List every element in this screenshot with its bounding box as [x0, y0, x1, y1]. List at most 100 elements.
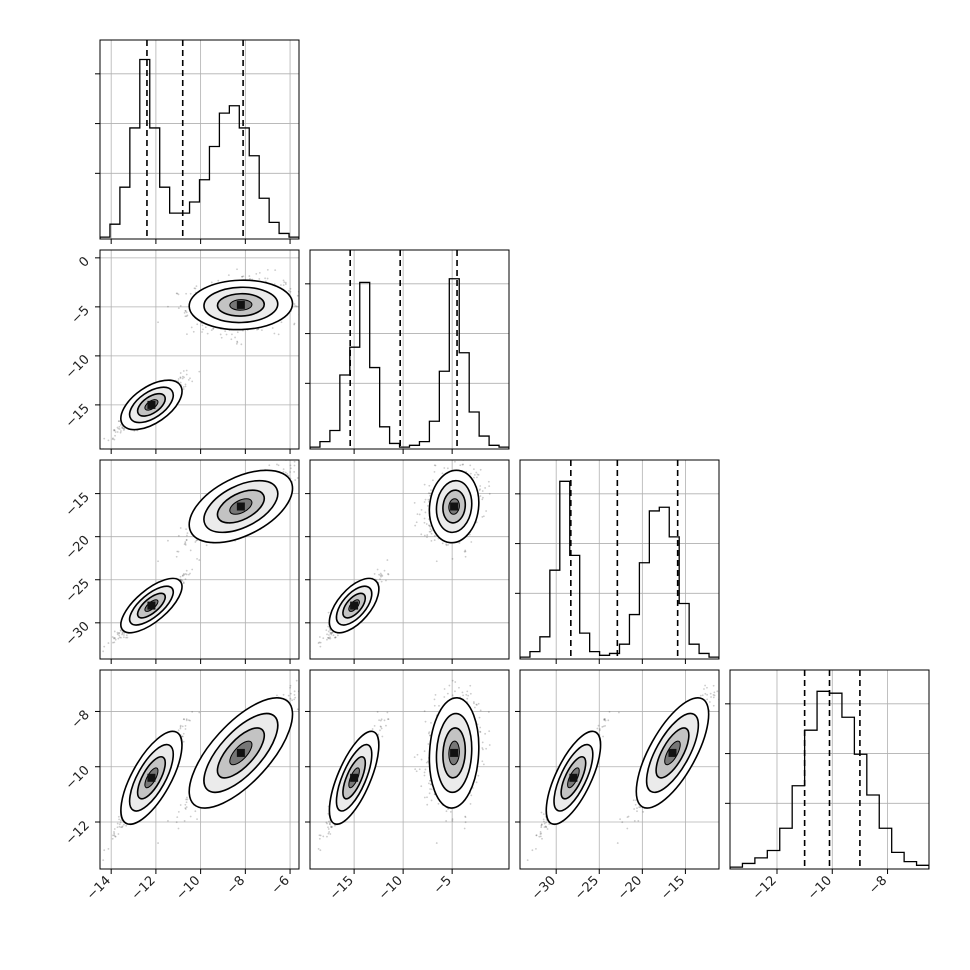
sample-point	[287, 289, 290, 292]
sample-point	[386, 559, 389, 561]
sample-point	[175, 292, 178, 295]
sample-point	[107, 439, 110, 442]
sample-point	[430, 489, 432, 492]
sample-point	[183, 574, 185, 576]
sample-point	[255, 272, 258, 275]
sample-point	[327, 636, 329, 639]
sample-point	[117, 637, 120, 640]
sample-point	[319, 645, 322, 648]
sample-point	[483, 458, 485, 460]
sample-point	[195, 539, 198, 542]
sample-point	[249, 277, 251, 280]
sample-point	[157, 560, 159, 563]
density-peak-0	[147, 601, 156, 610]
sample-point	[260, 329, 263, 332]
sample-point	[248, 275, 251, 277]
sample-point	[330, 633, 333, 636]
sample-point	[126, 636, 129, 639]
sample-point	[423, 501, 426, 503]
y-tick-label: 0	[76, 254, 92, 270]
sample-point	[235, 342, 238, 345]
sample-point	[182, 581, 185, 584]
sample-point	[118, 425, 121, 428]
sample-point	[282, 279, 285, 282]
sample-point	[102, 650, 105, 653]
sample-point	[185, 573, 188, 576]
sample-point	[181, 377, 184, 380]
density-peak-1	[236, 300, 245, 309]
sample-point	[185, 538, 188, 541]
sample-point	[327, 611, 330, 614]
sample-point	[293, 470, 296, 473]
sample-point	[182, 370, 185, 372]
sample-point	[280, 284, 282, 286]
sample-point	[118, 420, 120, 423]
density-panel-2-1	[305, 458, 510, 664]
sample-point	[185, 539, 188, 542]
histogram-panel-1	[305, 249, 510, 454]
sample-point	[189, 572, 191, 575]
sample-point	[434, 464, 437, 467]
sample-point	[445, 544, 448, 547]
sample-point	[476, 476, 478, 479]
sample-point	[198, 370, 201, 373]
sample-point	[277, 333, 280, 336]
sample-point	[183, 543, 186, 546]
sample-point	[311, 309, 313, 311]
sample-point	[276, 463, 278, 466]
sample-point	[117, 632, 120, 635]
sample-point	[121, 633, 123, 636]
sample-point	[305, 474, 307, 476]
sample-point	[383, 569, 386, 572]
sample-point	[117, 427, 120, 430]
sample-point	[476, 473, 479, 476]
sample-point	[236, 341, 239, 344]
sample-point	[488, 485, 491, 488]
sample-point	[234, 336, 236, 339]
sample-point	[336, 634, 339, 637]
panel-frame	[309, 249, 510, 450]
sample-point	[319, 641, 322, 644]
sample-point	[293, 303, 296, 305]
sample-point	[429, 528, 432, 530]
sample-point	[274, 269, 277, 272]
sample-point	[113, 429, 116, 432]
sample-point	[114, 637, 116, 640]
sample-point	[329, 637, 332, 640]
sample-point	[118, 632, 121, 634]
sample-point	[217, 279, 220, 282]
sample-point	[116, 631, 119, 634]
sample-point	[107, 642, 110, 644]
sample-point	[335, 458, 337, 460]
sample-point	[430, 529, 433, 532]
sample-point	[433, 539, 436, 542]
sample-point	[475, 471, 478, 474]
sample-point	[190, 326, 193, 329]
sample-point	[121, 632, 124, 635]
sample-point	[185, 373, 188, 376]
sample-point	[441, 472, 444, 475]
sample-point	[181, 579, 184, 582]
sample-point	[212, 327, 215, 330]
sample-point	[301, 305, 303, 307]
sample-point	[273, 332, 276, 335]
sample-point	[122, 636, 125, 639]
density-panel-2-0: −15−20−25−30	[63, 458, 337, 664]
sample-point	[206, 332, 209, 335]
sample-point	[231, 333, 233, 336]
sample-point	[167, 305, 169, 308]
sample-point	[458, 542, 461, 544]
sample-point	[186, 314, 189, 317]
sample-point	[322, 637, 325, 640]
sample-point	[194, 541, 197, 543]
sample-point	[123, 427, 126, 430]
sample-point	[328, 634, 330, 636]
sample-point	[210, 329, 213, 332]
sample-point	[186, 532, 189, 535]
sample-point	[289, 290, 292, 293]
sample-point	[433, 464, 436, 467]
sample-point	[293, 460, 296, 463]
sample-point	[196, 323, 199, 326]
histogram-panel-0	[95, 39, 300, 244]
sample-point	[423, 517, 426, 520]
